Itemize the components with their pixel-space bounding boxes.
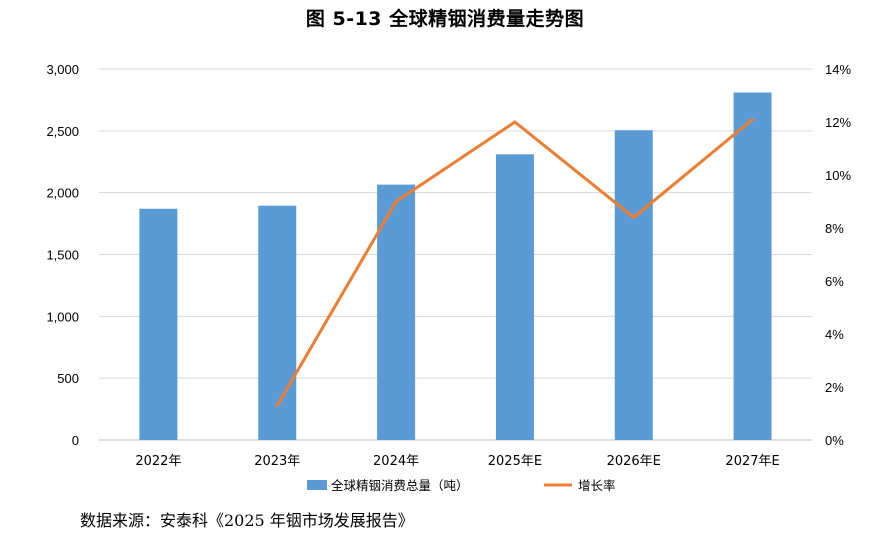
bar-2 [258, 205, 297, 440]
left-tick-label: 3,000 [46, 62, 79, 77]
line-series [275, 117, 755, 408]
growth-point [394, 200, 398, 203]
right-tick-label: 4% [825, 327, 844, 342]
bar-series [139, 92, 772, 440]
left-tick-label: 1,500 [46, 248, 79, 263]
chart-title: 图 5-13 全球精铟消费量走势图 [305, 8, 585, 30]
legend: 全球精铟消费总量（吨） 增长率 [307, 478, 616, 493]
bar-1 [139, 208, 178, 440]
right-tick-label: 10% [825, 168, 851, 183]
legend-swatch-bars [307, 480, 327, 490]
legend-label-line: 增长率 [578, 478, 616, 493]
category-label: 2027年E [725, 454, 779, 469]
left-tick-label: 2,500 [46, 124, 79, 139]
right-tick-label: 6% [825, 274, 844, 289]
left-tick-label: 1,000 [46, 309, 79, 324]
category-label: 2025年E [488, 454, 542, 469]
right-tick-label: 14% [825, 62, 851, 77]
bar-6 [733, 92, 772, 440]
left-tick-label: 500 [57, 371, 79, 386]
growth-point [751, 117, 755, 121]
left-axis-ticks: 0 500 1,000 1,500 2,000 2,500 3,000 [46, 62, 79, 448]
right-tick-label: 8% [825, 221, 844, 236]
bar-4 [495, 154, 534, 440]
gridlines [99, 68, 812, 441]
category-label: 2023年 [254, 454, 300, 469]
category-axis-ticks: 2022年 2023年 2024年 2025年E 2026年E 2027年E [135, 454, 779, 469]
right-tick-label: 0% [825, 433, 844, 448]
bar-5 [614, 130, 653, 440]
right-tick-label: 12% [825, 115, 851, 130]
category-label: 2026年E [607, 454, 661, 469]
category-label: 2022年 [135, 454, 181, 469]
growth-point [513, 120, 517, 124]
growth-point [275, 404, 279, 408]
left-tick-label: 0 [72, 433, 79, 448]
source-note: 数据来源：安泰科《2025 年铟市场发展报告》 [80, 511, 414, 530]
legend-label-bars: 全球精铟消费总量（吨） [331, 478, 469, 493]
bar-3 [377, 184, 416, 440]
category-label: 2024年 [373, 454, 419, 469]
right-tick-label: 2% [825, 380, 844, 395]
left-tick-label: 2,000 [46, 186, 79, 201]
right-axis-ticks: 0% 2% 4% 6% 8% 10% 12% 14% [825, 62, 851, 448]
growth-point [632, 215, 636, 219]
